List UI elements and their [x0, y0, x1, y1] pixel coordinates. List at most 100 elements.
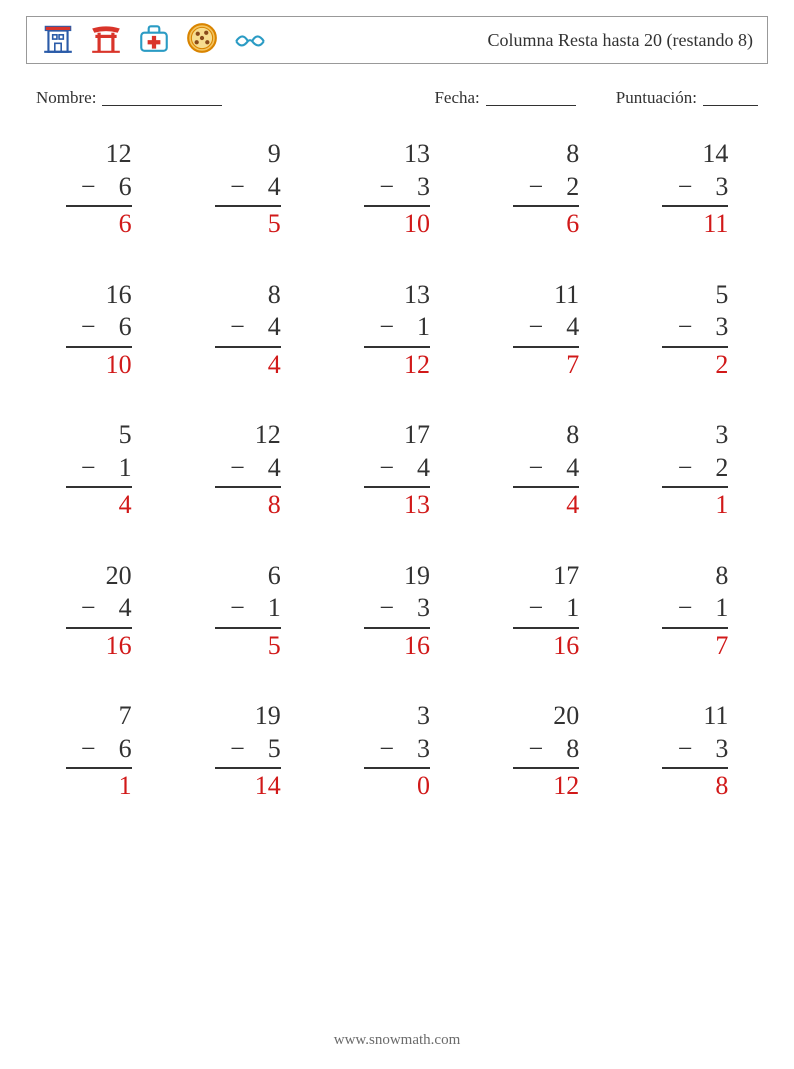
subtrahend: 4: [394, 452, 430, 485]
answer: 10: [394, 205, 430, 241]
operator: −: [513, 452, 543, 485]
operator-column: −: [215, 138, 245, 241]
minuend: 8: [692, 560, 728, 593]
operator: −: [662, 171, 692, 204]
operator-column: −: [513, 279, 543, 382]
problem: − 844: [173, 279, 322, 382]
problem: − 17 116: [472, 560, 621, 663]
numbers-column: 20 416: [96, 560, 132, 663]
operator-column: −: [364, 700, 394, 803]
name-blank[interactable]: [102, 88, 222, 106]
answer: 5: [245, 205, 281, 241]
subtrahend: 4: [245, 452, 281, 485]
minuend: 3: [394, 700, 430, 733]
operator-column: −: [215, 419, 245, 522]
minuend: 17: [543, 560, 579, 593]
numbers-column: 19 514: [245, 700, 281, 803]
pizza-icon: [185, 21, 219, 55]
operator: −: [66, 733, 96, 766]
operator: −: [662, 733, 692, 766]
problem: − 615: [173, 560, 322, 663]
operator: −: [364, 733, 394, 766]
numbers-column: 17 413: [394, 419, 430, 522]
minuend: 11: [543, 279, 579, 312]
numbers-column: 761: [96, 700, 132, 803]
minuend: 19: [245, 700, 281, 733]
operator: −: [66, 452, 96, 485]
operator-column: −: [662, 138, 692, 241]
operator: −: [513, 592, 543, 625]
answer: 13: [394, 486, 430, 522]
operator: −: [364, 311, 394, 344]
torii-gate-icon: [89, 21, 123, 60]
problem: − 330: [322, 700, 471, 803]
problem: − 20 416: [24, 560, 173, 663]
operator-column: −: [215, 560, 245, 663]
operator-column: −: [662, 700, 692, 803]
minuend: 13: [394, 138, 430, 171]
subtrahend: 4: [543, 311, 579, 344]
building-icon: [41, 21, 75, 60]
numbers-column: 844: [543, 419, 579, 522]
subtrahend: 1: [543, 592, 579, 625]
minuend: 20: [96, 560, 132, 593]
subtrahend: 4: [245, 311, 281, 344]
operator-column: −: [364, 560, 394, 663]
minuend: 5: [96, 419, 132, 452]
answer: 5: [245, 627, 281, 663]
subtrahend: 4: [543, 452, 579, 485]
subtrahend: 5: [245, 733, 281, 766]
answer: 4: [245, 346, 281, 382]
operator: −: [66, 311, 96, 344]
problem: − 321: [621, 419, 770, 522]
problem: − 532: [621, 279, 770, 382]
answer: 14: [245, 767, 281, 803]
subtrahend: 2: [692, 452, 728, 485]
minuend: 8: [543, 419, 579, 452]
minuend: 13: [394, 279, 430, 312]
minuend: 11: [692, 700, 728, 733]
name-label: Nombre:: [36, 88, 96, 108]
minuend: 20: [543, 700, 579, 733]
minuend: 6: [245, 560, 281, 593]
problem: − 12 48: [173, 419, 322, 522]
answer: 8: [692, 767, 728, 803]
numbers-column: 20 812: [543, 700, 579, 803]
problem: − 14 311: [621, 138, 770, 241]
operator: −: [66, 171, 96, 204]
numbers-column: 321: [692, 419, 728, 522]
problems-grid: − 12 66 − 945 − 13 310 − 826 − 14 311 − …: [24, 138, 770, 803]
numbers-column: 826: [543, 138, 579, 241]
operator-column: −: [513, 419, 543, 522]
answer: 2: [692, 346, 728, 382]
minuend: 7: [96, 700, 132, 733]
torii-gate-icon: [89, 21, 123, 55]
date-blank[interactable]: [486, 88, 576, 106]
minuend: 8: [543, 138, 579, 171]
answer: 16: [543, 627, 579, 663]
operator: −: [513, 171, 543, 204]
score-blank[interactable]: [703, 88, 758, 106]
operator-column: −: [513, 138, 543, 241]
operator: −: [662, 311, 692, 344]
glasses-icon: [233, 21, 267, 60]
minuend: 12: [96, 138, 132, 171]
subtrahend: 3: [394, 171, 430, 204]
subtrahend: 2: [543, 171, 579, 204]
operator-column: −: [66, 138, 96, 241]
operator-column: −: [215, 700, 245, 803]
operator-column: −: [66, 279, 96, 382]
numbers-column: 14 311: [692, 138, 728, 241]
operator-column: −: [513, 700, 543, 803]
numbers-column: 16 610: [96, 279, 132, 382]
numbers-column: 13 310: [394, 138, 430, 241]
problem: − 945: [173, 138, 322, 241]
footer-url: www.snowmath.com: [0, 1032, 794, 1049]
answer: 1: [96, 767, 132, 803]
subtrahend: 1: [96, 452, 132, 485]
answer: 6: [96, 205, 132, 241]
operator-column: −: [364, 138, 394, 241]
info-row: Nombre: Fecha: Puntuación:: [36, 88, 758, 108]
subtrahend: 3: [692, 171, 728, 204]
operator-column: −: [66, 700, 96, 803]
